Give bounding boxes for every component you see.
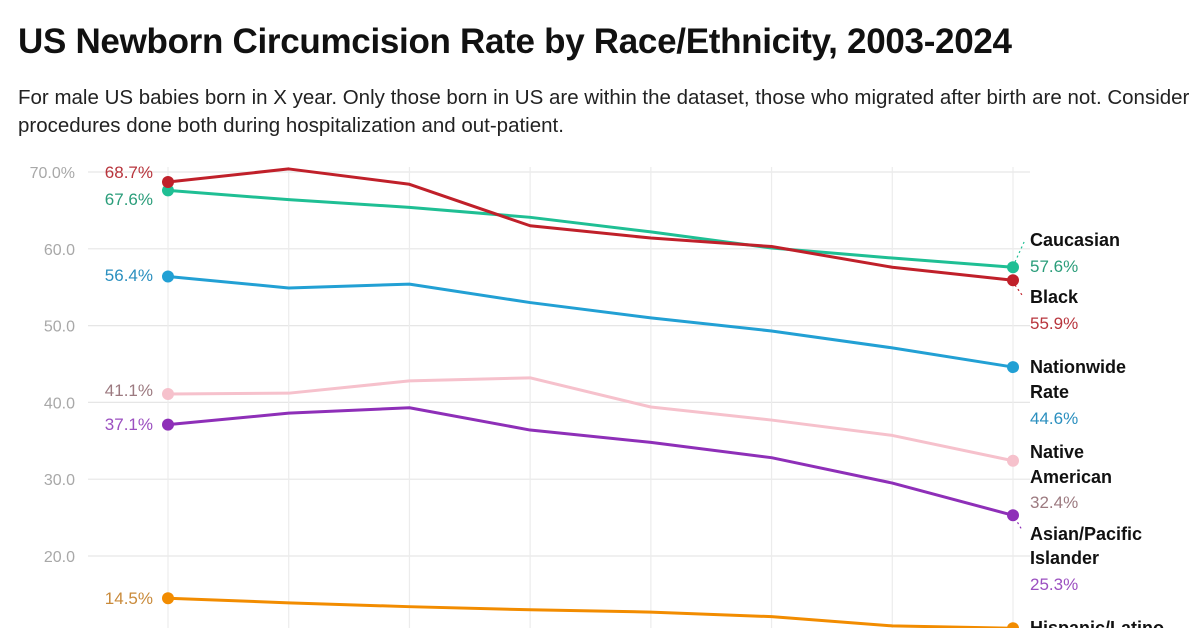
series-line-asian-pacific-islander xyxy=(167,406,1014,517)
y-tick-label: 30.0 xyxy=(44,472,75,489)
series-name-label: Hispanic/Latino xyxy=(1030,618,1164,628)
chart-subtitle: For male US babies born in X year. Only … xyxy=(18,86,1190,137)
start-value-label: 41.1% xyxy=(105,381,153,400)
series-name-label: Caucasian xyxy=(1030,230,1120,250)
data-point-end xyxy=(1007,509,1019,522)
series-name-label: Native xyxy=(1030,442,1084,462)
y-tick-label: 70.0% xyxy=(30,165,75,182)
chart-title: US Newborn Circumcision Rate by Race/Eth… xyxy=(18,22,1012,61)
data-point-start xyxy=(162,418,174,431)
data-point-end xyxy=(1007,454,1019,467)
series-line-hispanic-latino xyxy=(167,596,1014,628)
data-point-end xyxy=(1007,361,1019,374)
data-point-start xyxy=(162,592,174,605)
y-tick-label: 20.0 xyxy=(44,549,75,566)
data-point-start xyxy=(162,270,174,283)
leader-line xyxy=(1014,284,1023,296)
start-value-label: 67.6% xyxy=(105,190,153,209)
series-line-native-american xyxy=(167,376,1014,463)
y-tick-label: 40.0 xyxy=(44,395,75,412)
series-line-black xyxy=(167,167,1014,282)
leader-line xyxy=(1014,517,1023,531)
series-name-label: Islander xyxy=(1030,548,1099,568)
series-line-nationwide-rate xyxy=(167,274,1014,369)
leader-line xyxy=(1014,239,1026,263)
series-name-label: Asian/Pacific xyxy=(1030,524,1142,544)
data-point-start xyxy=(162,387,174,400)
data-point-start xyxy=(162,175,174,188)
series-name-label: Nationwide xyxy=(1030,357,1126,377)
series-name-label: Rate xyxy=(1030,382,1069,402)
y-tick-label: 10.0 xyxy=(44,626,75,628)
start-value-label: 37.1% xyxy=(105,415,153,434)
y-tick-label: 60.0 xyxy=(44,242,75,259)
start-value-label: 68.7% xyxy=(105,163,153,182)
y-tick-label: 50.0 xyxy=(44,319,75,336)
series-name-label: American xyxy=(1030,467,1112,487)
data-point-start xyxy=(162,184,174,197)
end-value-label: 44.6% xyxy=(1030,409,1078,428)
end-value-label: 25.3% xyxy=(1030,575,1078,594)
series-name-label: Black xyxy=(1030,287,1079,307)
start-value-label: 56.4% xyxy=(105,266,153,285)
start-value-label: 14.5% xyxy=(105,589,153,608)
data-point-end xyxy=(1007,261,1019,274)
series-line-caucasian xyxy=(167,188,1014,269)
end-value-label: 32.4% xyxy=(1030,493,1078,512)
data-point-end xyxy=(1007,622,1019,628)
end-value-label: 57.6% xyxy=(1030,257,1078,276)
data-point-end xyxy=(1007,274,1019,287)
end-value-label: 55.9% xyxy=(1030,314,1078,333)
